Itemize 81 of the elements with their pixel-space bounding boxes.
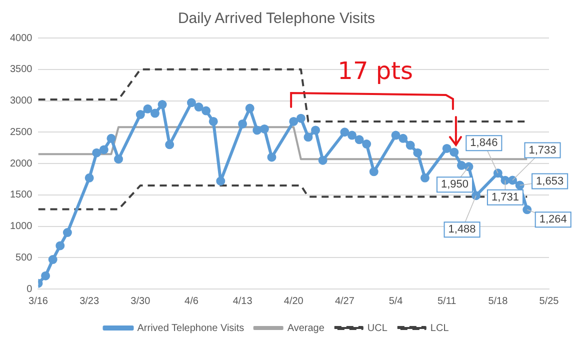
x-tick-label: 5/25	[539, 296, 560, 307]
y-tick-label: 0	[26, 284, 33, 295]
point	[56, 241, 65, 250]
point	[114, 154, 124, 164]
point	[442, 144, 452, 153]
point	[62, 228, 72, 238]
point	[391, 130, 400, 140]
point	[398, 134, 408, 143]
x-tick-label: 4/20	[284, 296, 304, 307]
point	[150, 108, 160, 118]
point	[186, 98, 196, 108]
point	[92, 148, 102, 158]
point	[245, 104, 254, 113]
point	[99, 145, 108, 154]
point	[420, 173, 430, 182]
data-label: 1,488	[448, 224, 476, 236]
y-tick-label: 2000	[10, 158, 33, 170]
x-tick-label: 5/11	[437, 296, 457, 307]
point	[143, 104, 152, 114]
point	[194, 102, 204, 112]
point	[369, 167, 378, 176]
point	[522, 205, 532, 214]
x-tick-label: 4/27	[334, 296, 355, 307]
point	[406, 140, 415, 150]
data-label: 1,264	[539, 214, 567, 226]
point	[450, 148, 459, 157]
y-tick-label: 1000	[10, 221, 33, 232]
y-tick-label: 3000	[10, 96, 33, 106]
point	[362, 140, 372, 149]
y-tick-label: 500	[16, 252, 33, 264]
point	[464, 162, 474, 172]
x-tick-label: 4/13	[232, 296, 253, 307]
point	[354, 135, 364, 144]
point	[296, 114, 306, 123]
y-tick-label: 4000	[10, 32, 33, 44]
point	[202, 106, 211, 116]
point	[493, 168, 502, 178]
point	[106, 134, 116, 143]
point	[84, 173, 94, 182]
point	[311, 126, 320, 135]
legend-label: LCL	[430, 322, 450, 334]
x-tick-label: 4/6	[184, 296, 199, 307]
y-tick-label: 2500	[10, 126, 33, 138]
legend-label: Average	[287, 322, 325, 334]
data-label: 1,950	[440, 178, 469, 191]
y-tick-label: 3500	[10, 64, 33, 76]
data-label: 1,653	[536, 175, 564, 188]
point	[500, 176, 510, 185]
chart-title: Daily Arrived Telephone Visits	[178, 10, 376, 28]
x-tick-label: 3/23	[80, 296, 100, 307]
point	[318, 156, 328, 165]
point	[347, 130, 356, 140]
point	[267, 152, 276, 162]
point	[208, 116, 218, 126]
point	[515, 180, 524, 190]
point	[238, 119, 248, 128]
point	[260, 124, 269, 134]
point	[165, 140, 174, 150]
point	[41, 271, 50, 280]
point	[472, 191, 481, 200]
annotation: 17 pts	[338, 57, 414, 86]
point	[289, 116, 298, 126]
point	[158, 100, 167, 110]
point	[304, 132, 313, 142]
data-label: 1,733	[528, 144, 556, 156]
x-tick-label: 3/30	[130, 296, 151, 307]
point	[216, 176, 226, 186]
data-label: 1,846	[470, 137, 498, 150]
point	[508, 176, 518, 185]
legend-label: UCL	[367, 322, 388, 334]
point	[456, 160, 466, 170]
x-tick-label: 3/16	[28, 296, 48, 307]
x-tick-label: 5/4	[388, 296, 404, 307]
point	[413, 148, 422, 158]
legend-label: Arrived Telephone Visits	[137, 322, 244, 334]
point	[340, 128, 350, 137]
point	[48, 255, 58, 264]
y-tick-label: 1500	[10, 190, 33, 201]
point	[252, 126, 262, 135]
point	[136, 110, 145, 120]
x-tick-label: 5/18	[488, 296, 508, 307]
